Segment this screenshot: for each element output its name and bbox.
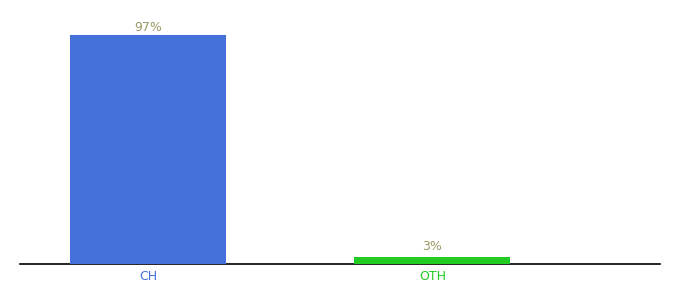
Text: 3%: 3%: [422, 240, 442, 254]
Bar: [354, 257, 511, 264]
Bar: [70, 35, 226, 264]
Text: 97%: 97%: [135, 21, 162, 34]
